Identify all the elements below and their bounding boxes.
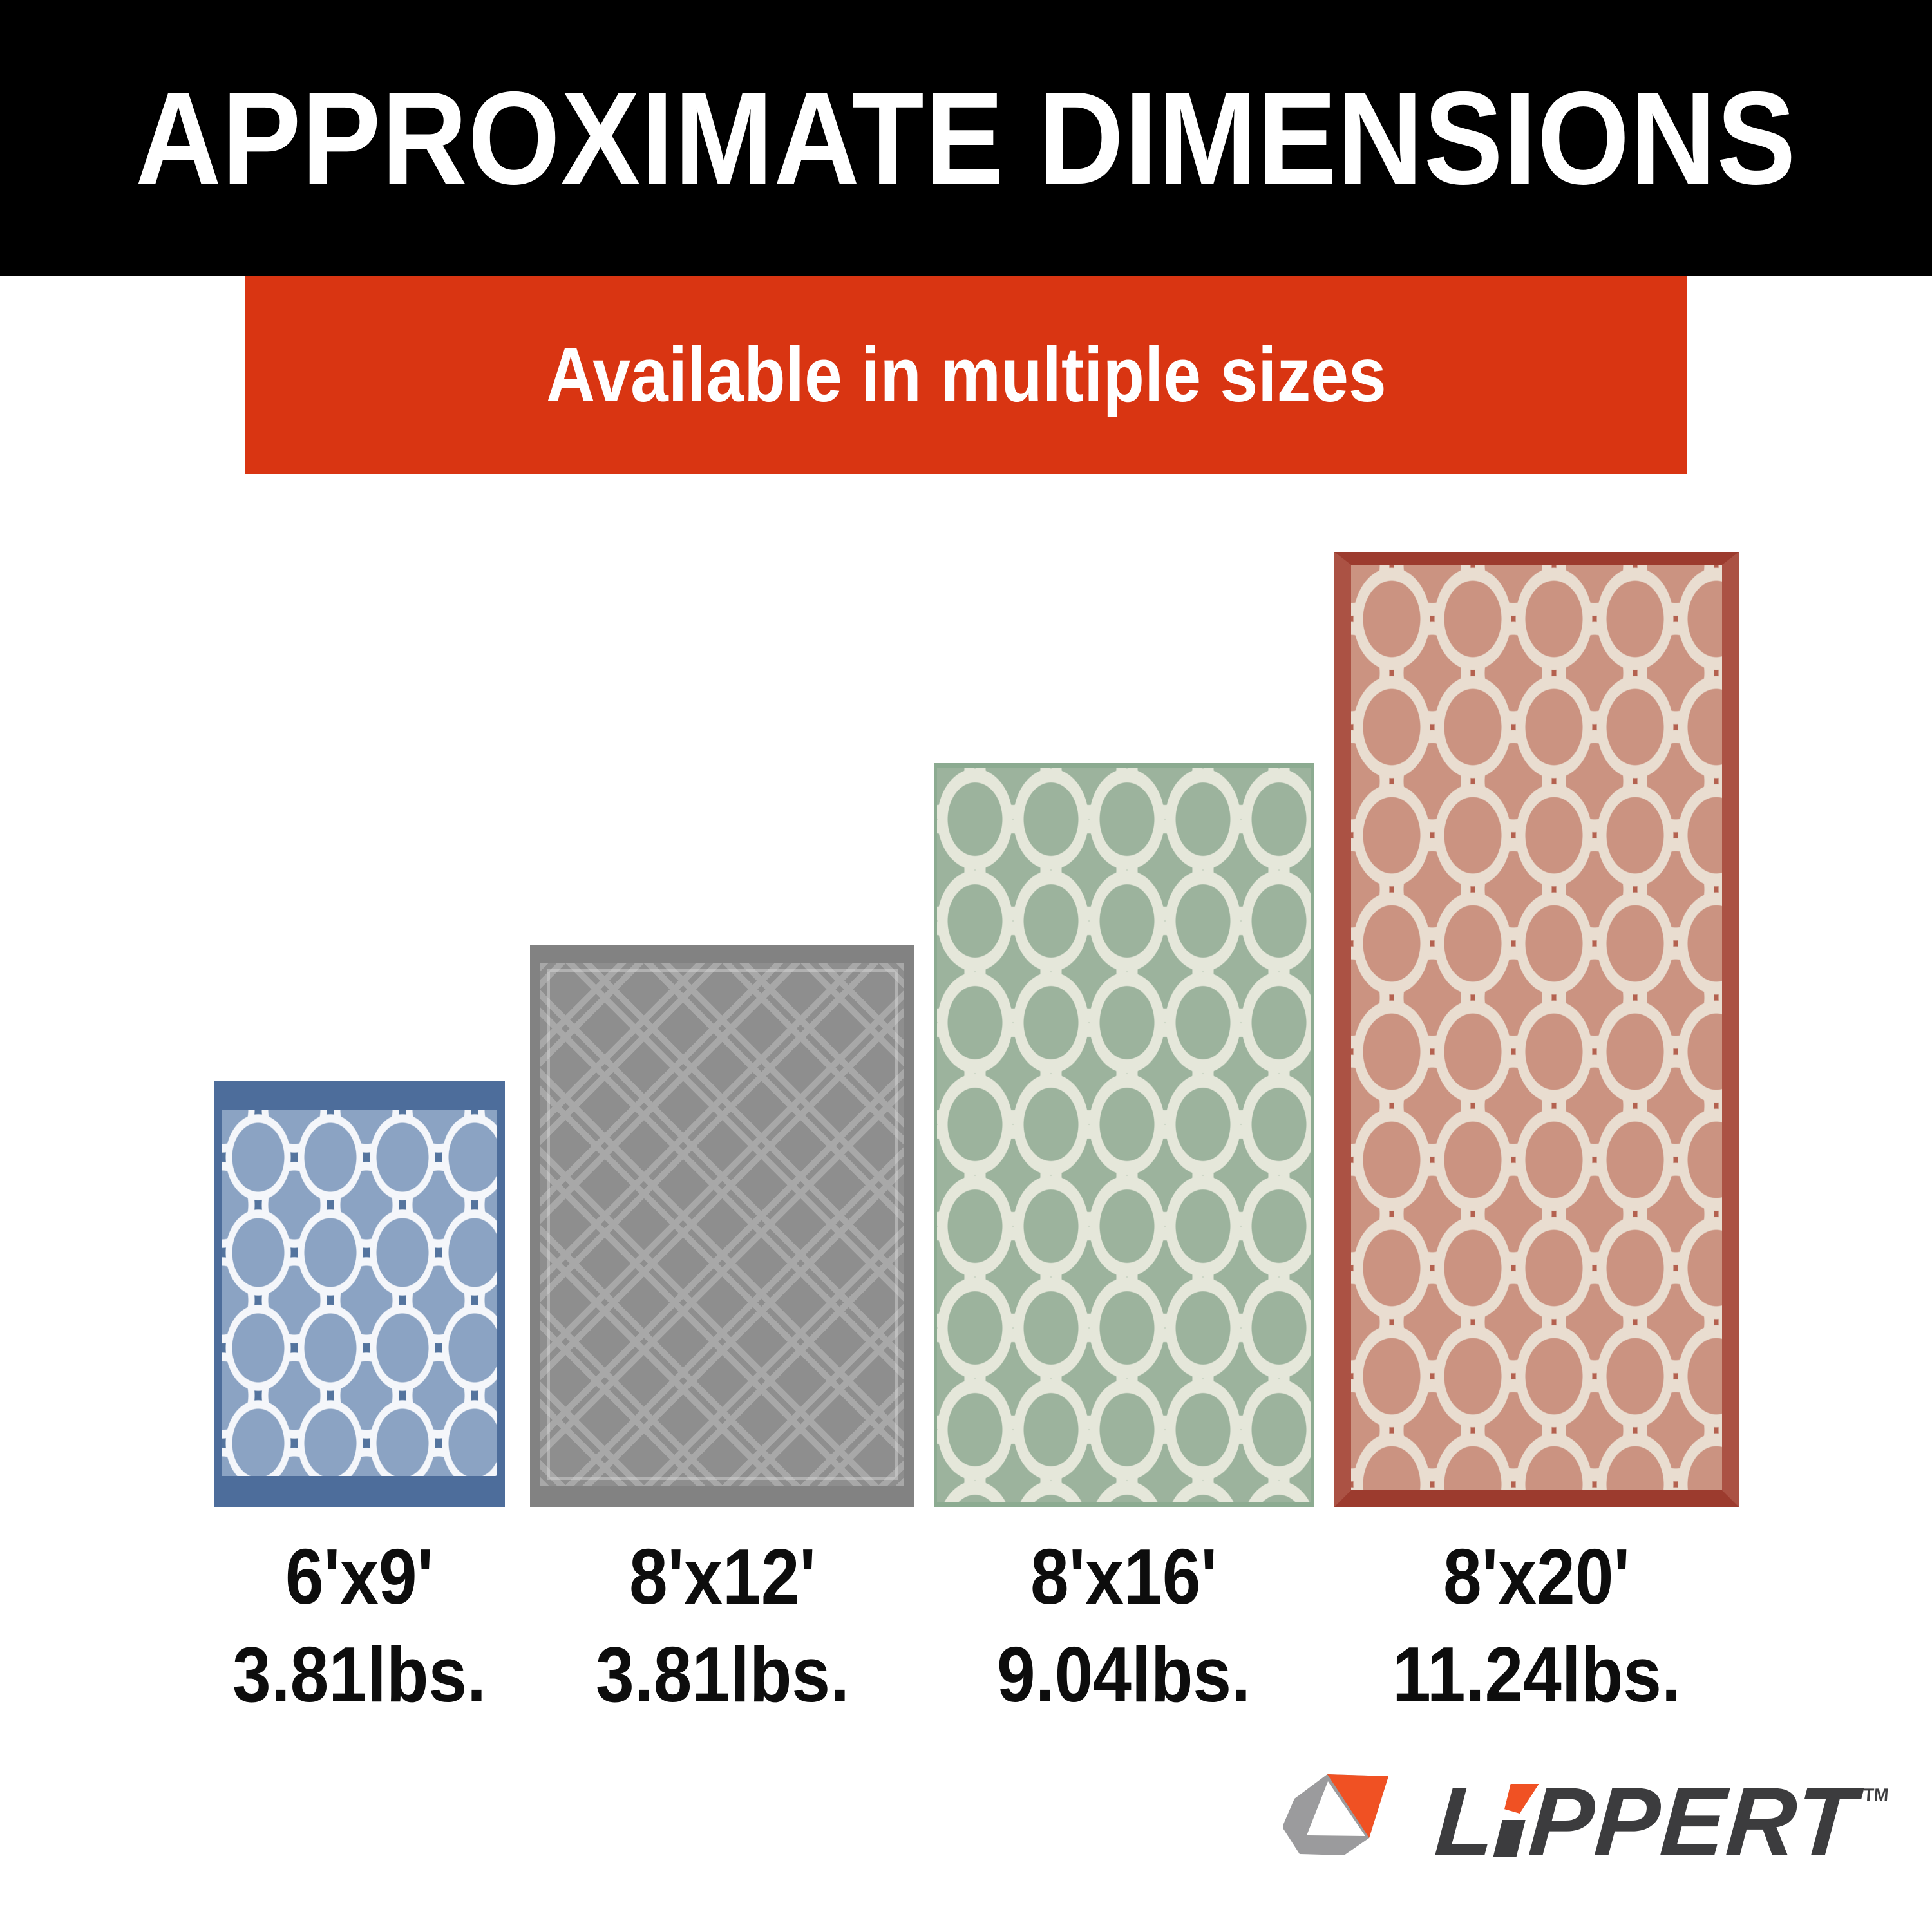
rug-weight-label: 3.81lbs.: [232, 1631, 486, 1718]
rug-image-6x9-blue: [214, 1081, 505, 1507]
rug-size-label: 8'x12': [629, 1533, 816, 1620]
rug-label-8x20: 8'x20' 11.24lbs.: [1331, 1528, 1743, 1723]
rug-image-8x12-gray: [530, 945, 914, 1507]
page-title: APPROXIMATE DIMENSIONS: [135, 64, 1797, 212]
availability-banner: Available in multiple sizes: [245, 276, 1687, 474]
rug-weight-label: 9.04lbs.: [997, 1631, 1251, 1718]
rug-label-8x16: 8'x16' 9.04lbs.: [918, 1528, 1330, 1723]
lippert-logo-icon: [1283, 1774, 1388, 1855]
rug-size-label: 8'x16': [1030, 1533, 1217, 1620]
trademark-symbol: TM: [1862, 1785, 1889, 1804]
wordmark-letter-i: [1493, 1785, 1532, 1857]
rug-size-label: 6'x9': [285, 1533, 434, 1620]
lippert-logo: L PPERT TM: [1283, 1767, 1902, 1931]
wordmark-i-stem: [1493, 1820, 1526, 1857]
rug-weight-label: 11.24lbs.: [1392, 1631, 1681, 1718]
wordmark-letter-l: L: [1432, 1767, 1500, 1875]
rug-weight-label: 3.81lbs.: [596, 1631, 849, 1718]
rug-image-8x20-red: [1334, 552, 1739, 1507]
lippert-wordmark: L PPERT TM: [1432, 1767, 1889, 1875]
rug-label-6x9: 6'x9' 3.81lbs.: [153, 1528, 565, 1723]
rug-image-8x16-green: [934, 763, 1314, 1507]
rug-size-label: 8'x20': [1443, 1533, 1630, 1620]
header-band: APPROXIMATE DIMENSIONS: [0, 0, 1932, 276]
rug-label-8x12: 8'x12' 3.81lbs.: [516, 1528, 929, 1723]
wordmark-letters-ppert: PPERT: [1526, 1767, 1861, 1875]
availability-banner-text: Available in multiple sizes: [545, 332, 1387, 418]
